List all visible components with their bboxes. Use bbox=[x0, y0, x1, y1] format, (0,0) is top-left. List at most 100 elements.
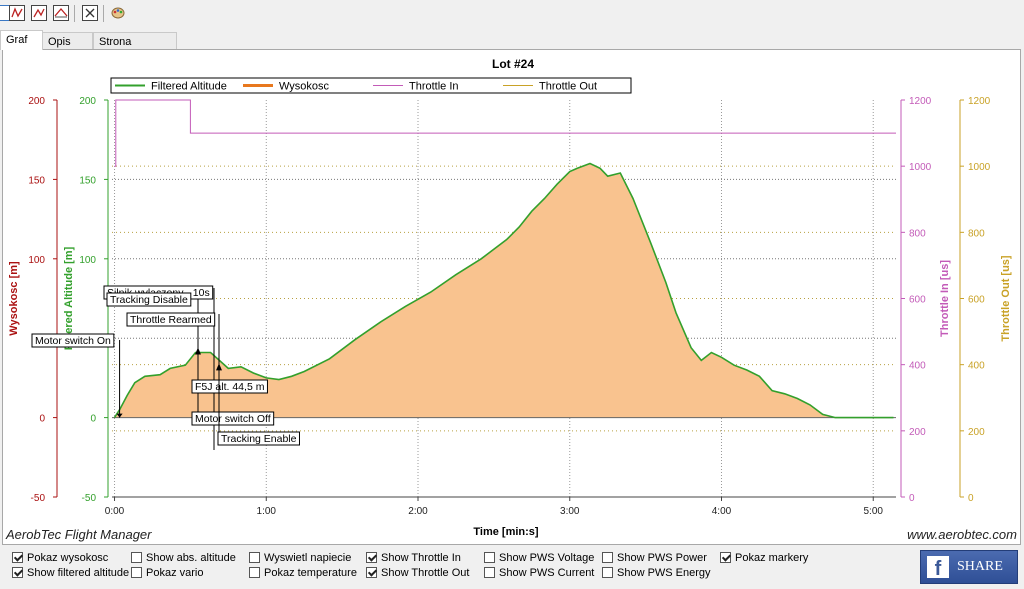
y-tick-label: 0 bbox=[90, 414, 96, 425]
share-button[interactable]: f SHARE bbox=[920, 550, 1018, 584]
checkbox-option[interactable]: Pokaz temperature bbox=[249, 566, 357, 581]
toolbar bbox=[0, 0, 1024, 28]
checkbox-option[interactable]: Show filtered altitude bbox=[12, 566, 129, 581]
checkbox-option[interactable]: Pokaz vario bbox=[131, 566, 203, 581]
y-tick-label: 0 bbox=[909, 493, 915, 504]
tab-bar: Graf Opis lotu Strona startowa bbox=[0, 30, 1024, 66]
y-tick-label: 150 bbox=[28, 175, 45, 186]
marker-motor-switch-on: Motor switch On bbox=[31, 333, 115, 348]
chart-profile-icon[interactable] bbox=[53, 5, 69, 21]
y-tick-label: -50 bbox=[82, 493, 97, 504]
tab-graf[interactable]: Graf bbox=[0, 30, 43, 50]
checkbox[interactable] bbox=[602, 567, 613, 578]
legend-entry: Filtered Altitude bbox=[151, 81, 227, 93]
checkbox-option[interactable]: Show Throttle In bbox=[366, 551, 461, 566]
marker-arrow bbox=[194, 347, 201, 355]
marker-arrow bbox=[216, 363, 222, 371]
checkbox-label: Show Throttle In bbox=[381, 552, 461, 564]
y-tick-label: 100 bbox=[79, 255, 96, 266]
x-tick-label: 0:00 bbox=[105, 506, 125, 517]
checkbox-label: Show Throttle Out bbox=[381, 567, 470, 579]
y-tick-label: 200 bbox=[28, 96, 45, 107]
tab-strona-startowa[interactable]: Strona startowa bbox=[93, 32, 177, 66]
x-tick-label: 3:00 bbox=[560, 506, 580, 517]
marker-label: Tracking Disable bbox=[110, 294, 188, 306]
y-tick-label: 0 bbox=[968, 493, 974, 504]
checkbox[interactable] bbox=[131, 567, 142, 578]
marker-box bbox=[31, 333, 115, 348]
marker-arrow bbox=[116, 413, 123, 418]
checkbox[interactable] bbox=[366, 552, 377, 563]
checkbox-option[interactable]: Pokaz wysokosc bbox=[12, 551, 108, 566]
series-wysokosc-area bbox=[114, 163, 894, 418]
marker-tracking-disable: Tracking Disable bbox=[106, 292, 192, 307]
checkbox-label: Show PWS Current bbox=[499, 567, 595, 579]
marker-box bbox=[126, 312, 216, 327]
y-axis-label: Wysokosc [m] bbox=[8, 261, 20, 336]
checkbox-option[interactable]: Show abs. altitude bbox=[131, 551, 236, 566]
y-tick-label: 400 bbox=[968, 361, 985, 372]
marker-label: F5J alt. 44,5 m bbox=[195, 381, 265, 393]
chart-title: Lot #24 bbox=[492, 57, 534, 71]
chart-line-icon[interactable] bbox=[9, 5, 25, 21]
checkbox-label: Wyswietl napiecie bbox=[264, 552, 352, 564]
marker-tracking-enable: Tracking Enable bbox=[217, 431, 300, 446]
checkbox-label: Pokaz vario bbox=[146, 567, 204, 579]
checkbox[interactable] bbox=[249, 552, 260, 563]
y-tick-label: 200 bbox=[79, 96, 96, 107]
y-axis-label: Filtered Altitude [m] bbox=[63, 246, 75, 350]
checkbox-label: Pokaz temperature bbox=[264, 567, 357, 579]
checkbox[interactable] bbox=[12, 552, 23, 563]
marker-label: Throttle Rearmed bbox=[130, 314, 212, 326]
palette-icon[interactable] bbox=[110, 6, 126, 20]
y-axis-label: Throttle Out [us] bbox=[1000, 255, 1012, 341]
chart-area-icon[interactable] bbox=[31, 5, 47, 21]
checkbox-option[interactable]: Show PWS Power bbox=[602, 551, 707, 566]
y-tick-label: 200 bbox=[909, 427, 926, 438]
checkbox-label: Show PWS Energy bbox=[617, 567, 711, 579]
markers-group: Motor switch OnSilnik wylaczony - 10sTra… bbox=[31, 285, 300, 450]
y-tick-label: 400 bbox=[909, 361, 926, 372]
marker-motor-switch-off: Motor switch Off bbox=[191, 411, 275, 426]
checkbox[interactable] bbox=[484, 567, 495, 578]
y-axis-label: Throttle In [us] bbox=[939, 260, 951, 337]
checkbox[interactable] bbox=[131, 552, 142, 563]
checkbox[interactable] bbox=[249, 567, 260, 578]
y-tick-label: 800 bbox=[968, 228, 985, 239]
checkbox-label: Show filtered altitude bbox=[27, 567, 130, 579]
checkbox[interactable] bbox=[12, 567, 23, 578]
checkbox[interactable] bbox=[484, 552, 495, 563]
x-tick-label: 1:00 bbox=[257, 506, 277, 517]
checkbox-option[interactable]: Show PWS Voltage bbox=[484, 551, 594, 566]
marker-f5j-alt: F5J alt. 44,5 m bbox=[191, 379, 268, 394]
checkbox-option[interactable]: Show PWS Current bbox=[484, 566, 594, 581]
checkbox[interactable] bbox=[720, 552, 731, 563]
y-tick-label: 100 bbox=[28, 255, 45, 266]
x-tick-label: 2:00 bbox=[408, 506, 428, 517]
checkbox-label: Show PWS Power bbox=[617, 552, 707, 564]
y-tick-label: 600 bbox=[968, 295, 985, 306]
legend-entry: Throttle Out bbox=[539, 81, 597, 93]
checkbox-label: Show PWS Voltage bbox=[499, 552, 595, 564]
marker-box bbox=[106, 292, 192, 307]
marker-box bbox=[191, 411, 275, 426]
tab-opis-lotu[interactable]: Opis lotu bbox=[42, 32, 93, 66]
checkbox[interactable] bbox=[366, 567, 377, 578]
y-tick-label: 600 bbox=[909, 295, 926, 306]
brand-left: AerobTec Flight Manager bbox=[5, 527, 152, 542]
close-chart-icon[interactable] bbox=[82, 5, 98, 21]
y-tick-label: 800 bbox=[909, 228, 926, 239]
y-tick-label: -50 bbox=[31, 493, 46, 504]
checkbox-option[interactable]: Wyswietl napiecie bbox=[249, 551, 351, 566]
toolbar-separator bbox=[74, 5, 75, 22]
checkbox-option[interactable]: Show PWS Energy bbox=[602, 566, 711, 581]
checkbox[interactable] bbox=[602, 552, 613, 563]
y-tick-label: 1200 bbox=[909, 96, 932, 107]
legend-box bbox=[110, 77, 632, 94]
checkbox-option[interactable]: Show Throttle Out bbox=[366, 566, 469, 581]
toolbar-separator bbox=[103, 5, 104, 22]
checkbox-option[interactable]: Pokaz markery bbox=[720, 551, 808, 566]
marker-box bbox=[191, 379, 268, 394]
